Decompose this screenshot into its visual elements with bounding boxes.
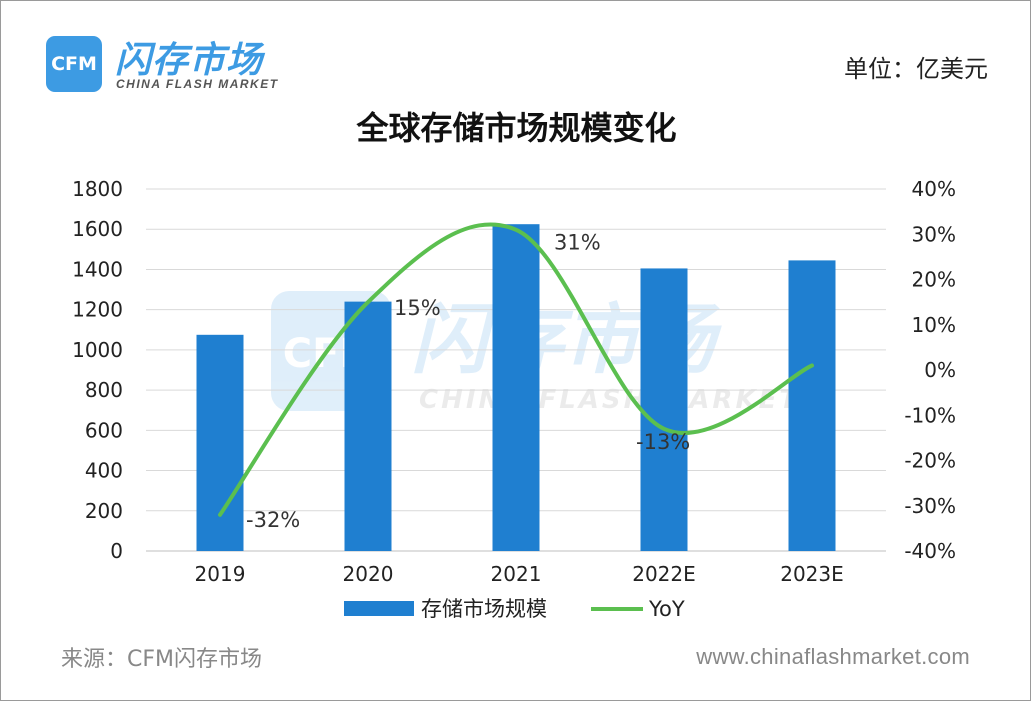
legend-line-label: YoY bbox=[648, 597, 685, 621]
y-right-tick-label: 40% bbox=[912, 177, 956, 201]
bar bbox=[197, 335, 244, 551]
y-right-tick-label: 0% bbox=[924, 358, 956, 382]
y-right-tick-label: -10% bbox=[904, 403, 956, 427]
y-left-tick-label: 400 bbox=[85, 459, 123, 483]
bar bbox=[789, 260, 836, 551]
y-left-tick-label: 1600 bbox=[72, 217, 123, 241]
yoy-data-label: 31% bbox=[554, 231, 601, 255]
y-left-tick-label: 1400 bbox=[72, 257, 123, 281]
website-link[interactable]: www.chinaflashmarket.com bbox=[696, 644, 970, 670]
y-left-tick-label: 1800 bbox=[72, 177, 123, 201]
y-right-tick-label: 10% bbox=[912, 313, 956, 337]
y-right-tick-label: 20% bbox=[912, 268, 956, 292]
y-right-tick-label: -20% bbox=[904, 449, 956, 473]
x-tick-label: 2023E bbox=[780, 562, 844, 586]
x-tick-label: 2019 bbox=[195, 562, 246, 586]
y-right-tick-label: -30% bbox=[904, 494, 956, 518]
y-right-tick-label: -40% bbox=[904, 539, 956, 563]
yoy-data-label: 15% bbox=[394, 296, 441, 320]
y-left-tick-label: 600 bbox=[85, 418, 123, 442]
yoy-data-label: -32% bbox=[246, 508, 300, 532]
legend-bar-swatch bbox=[344, 601, 414, 616]
x-tick-label: 2021 bbox=[491, 562, 542, 586]
source-label: 来源：CFM闪存市场 bbox=[61, 641, 262, 673]
y-right-tick-label: 30% bbox=[912, 222, 956, 246]
y-left-tick-label: 200 bbox=[85, 499, 123, 523]
legend-bar-label: 存储市场规模 bbox=[421, 597, 547, 621]
y-left-tick-label: 800 bbox=[85, 378, 123, 402]
bar bbox=[641, 268, 688, 551]
yoy-data-label: -13% bbox=[636, 430, 690, 454]
x-tick-label: 2022E bbox=[632, 562, 696, 586]
bar bbox=[345, 302, 392, 551]
x-tick-label: 2020 bbox=[343, 562, 394, 586]
bar bbox=[493, 224, 540, 551]
y-left-tick-label: 0 bbox=[110, 539, 123, 563]
y-left-tick-label: 1200 bbox=[72, 298, 123, 322]
y-left-tick-label: 1000 bbox=[72, 338, 123, 362]
